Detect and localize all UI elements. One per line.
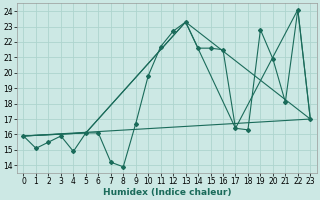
X-axis label: Humidex (Indice chaleur): Humidex (Indice chaleur) xyxy=(103,188,231,197)
